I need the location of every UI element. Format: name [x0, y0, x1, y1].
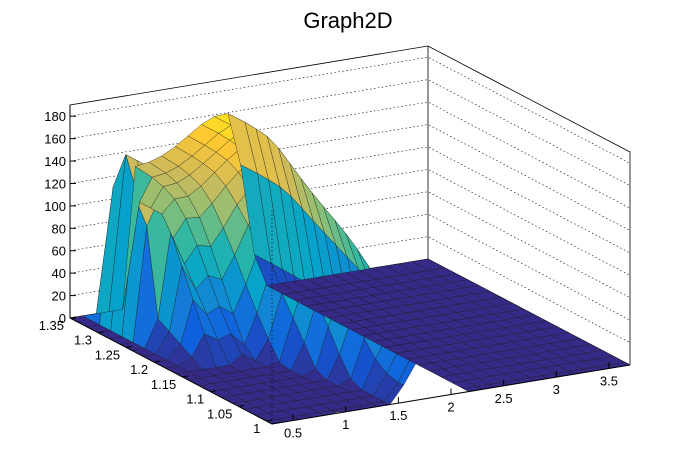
y-tick-mark [126, 345, 133, 348]
y-tick-label: 1.35 [39, 318, 64, 333]
z-tick-label: 120 [44, 176, 66, 191]
y-tick-mark [238, 404, 245, 407]
y-tick-label: 1.3 [74, 333, 92, 348]
z-tick-label: 60 [52, 244, 66, 259]
x-tick-label: 1.5 [389, 408, 407, 423]
y-tick-label: 1 [253, 421, 260, 436]
x-tick-label: 1 [342, 417, 349, 432]
y-tick-mark [97, 331, 105, 334]
z-tick-label: 140 [44, 154, 66, 169]
z-gridline [69, 56, 631, 164]
y-tick-mark [266, 419, 273, 422]
y-tick-mark [182, 375, 189, 378]
z-tick-label: 40 [52, 266, 66, 281]
z-tick-label: 100 [44, 199, 66, 214]
axes: 0.5 1 1.5 2 2.5 3 3.5 1 1.051.1 1.151.2 1.251.3 1.3… [39, 105, 631, 441]
x-tick-label: 3.5 [600, 373, 618, 388]
x-tick-label: 0.5 [284, 426, 302, 441]
z-tick-label: 180 [44, 109, 66, 124]
z-tick-label: 0 [59, 311, 66, 326]
x-tick-label: 2 [447, 400, 454, 415]
z-tick-label: 80 [52, 221, 66, 236]
x-tick-label: 3 [553, 382, 560, 397]
z-tick-label: 20 [52, 289, 66, 304]
y-tick-label: 1.2 [130, 362, 148, 377]
surface-cell [411, 258, 446, 271]
y-tick-mark [154, 360, 161, 363]
x-tick-label: 2.5 [495, 391, 513, 406]
chart-title: Graph2D [303, 8, 392, 33]
y-tick-label: 1.15 [151, 377, 176, 392]
z-gridline [69, 79, 631, 186]
y-tick-label: 1.25 [95, 347, 120, 362]
y-tick-label: 1.1 [186, 392, 204, 407]
y-tick-label: 1.05 [207, 406, 232, 421]
y-tick-mark [210, 390, 217, 393]
z-tick-label: 160 [44, 132, 66, 147]
